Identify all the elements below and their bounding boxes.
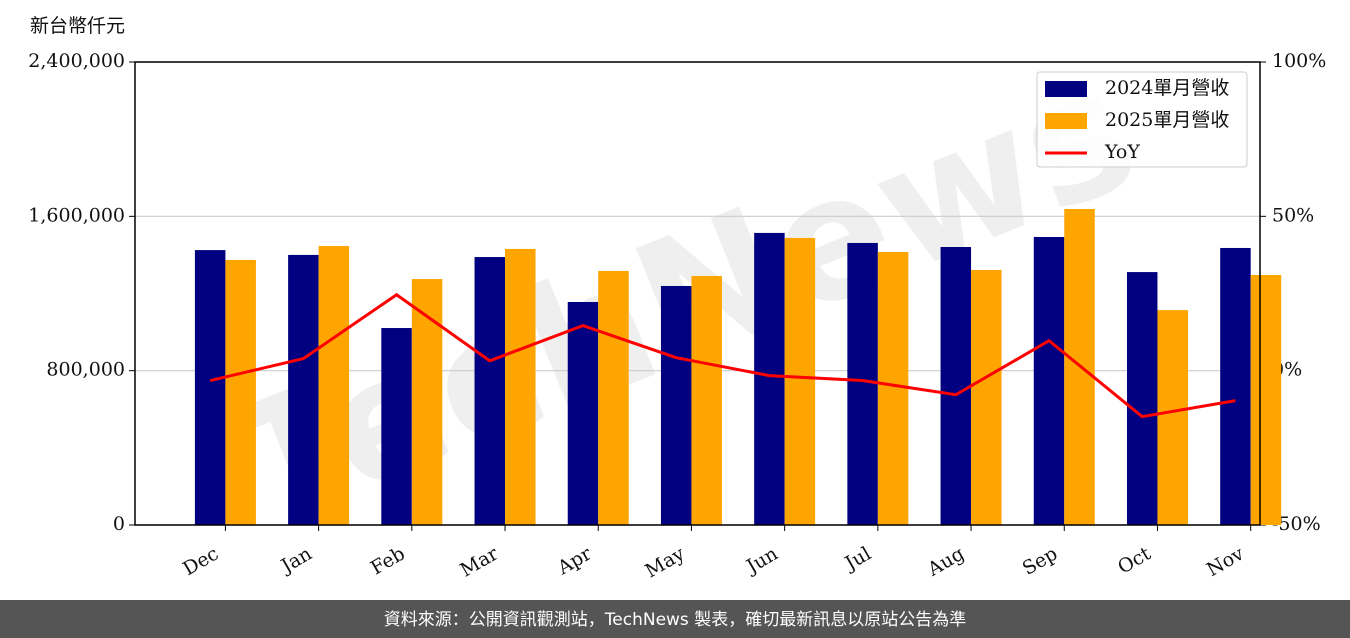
bar	[971, 269, 1002, 525]
bar	[1157, 310, 1188, 525]
x-tick-label: Jul	[840, 543, 875, 576]
y2-tick-label: 100%	[1272, 50, 1326, 72]
bar	[411, 279, 443, 525]
legend: 2024單月營收 2025單月營收 YoY	[1036, 71, 1248, 168]
bar	[225, 259, 256, 525]
x-tick-label: May	[641, 542, 688, 582]
bar	[1033, 236, 1065, 526]
legend-label: 2024單月營收	[1105, 77, 1229, 99]
x-tick-label: Nov	[1203, 542, 1248, 581]
y-tick-label: 2,400,000	[28, 50, 125, 72]
legend-swatch	[1045, 81, 1087, 97]
y-tick-label: 1,600,000	[28, 204, 125, 226]
y-tick-label: 0	[113, 513, 125, 535]
bar	[1250, 274, 1282, 525]
x-tick-label: Feb	[367, 543, 409, 580]
legend-label: YoY	[1104, 141, 1140, 163]
x-tick-label: Oct	[1114, 542, 1155, 578]
plot-frame	[134, 61, 1261, 526]
x-tick-label: Mar	[456, 542, 502, 581]
bar	[318, 246, 350, 526]
bar	[474, 257, 506, 525]
y-tick-label: 800,000	[46, 359, 125, 381]
bar	[754, 232, 785, 525]
footer: 資料來源：公開資訊觀測站，TechNews 製表，確切最新訊息以原站公告為準	[384, 610, 966, 630]
bar	[598, 270, 629, 525]
x-tick-label: Sep	[1019, 543, 1062, 580]
footer-bar	[0, 600, 1350, 638]
bar	[691, 275, 722, 525]
bar	[660, 285, 692, 525]
x-tick-label: Aug	[923, 543, 968, 582]
bar	[1126, 272, 1158, 525]
legend-label: 2025單月營收	[1105, 109, 1229, 131]
bar	[381, 328, 412, 525]
bar	[784, 237, 816, 525]
bar	[505, 248, 536, 525]
y-axis-label: 新台幣仟元	[30, 15, 125, 37]
y2-tick-label: -50%	[1272, 513, 1321, 535]
bar	[940, 247, 972, 525]
bar	[1220, 247, 1251, 525]
line-series	[209, 292, 1236, 419]
bar	[847, 242, 878, 526]
bar	[877, 252, 909, 525]
x-tick-label: Dec	[179, 543, 222, 581]
legend-box	[1036, 71, 1248, 168]
x-tick-label: Apr	[553, 542, 596, 579]
legend-swatch	[1045, 113, 1087, 129]
bar	[567, 301, 599, 525]
bar	[194, 250, 226, 525]
x-tick-label: Jun	[741, 543, 782, 579]
bar	[288, 254, 319, 525]
y2-tick-label: 50%	[1272, 204, 1314, 226]
